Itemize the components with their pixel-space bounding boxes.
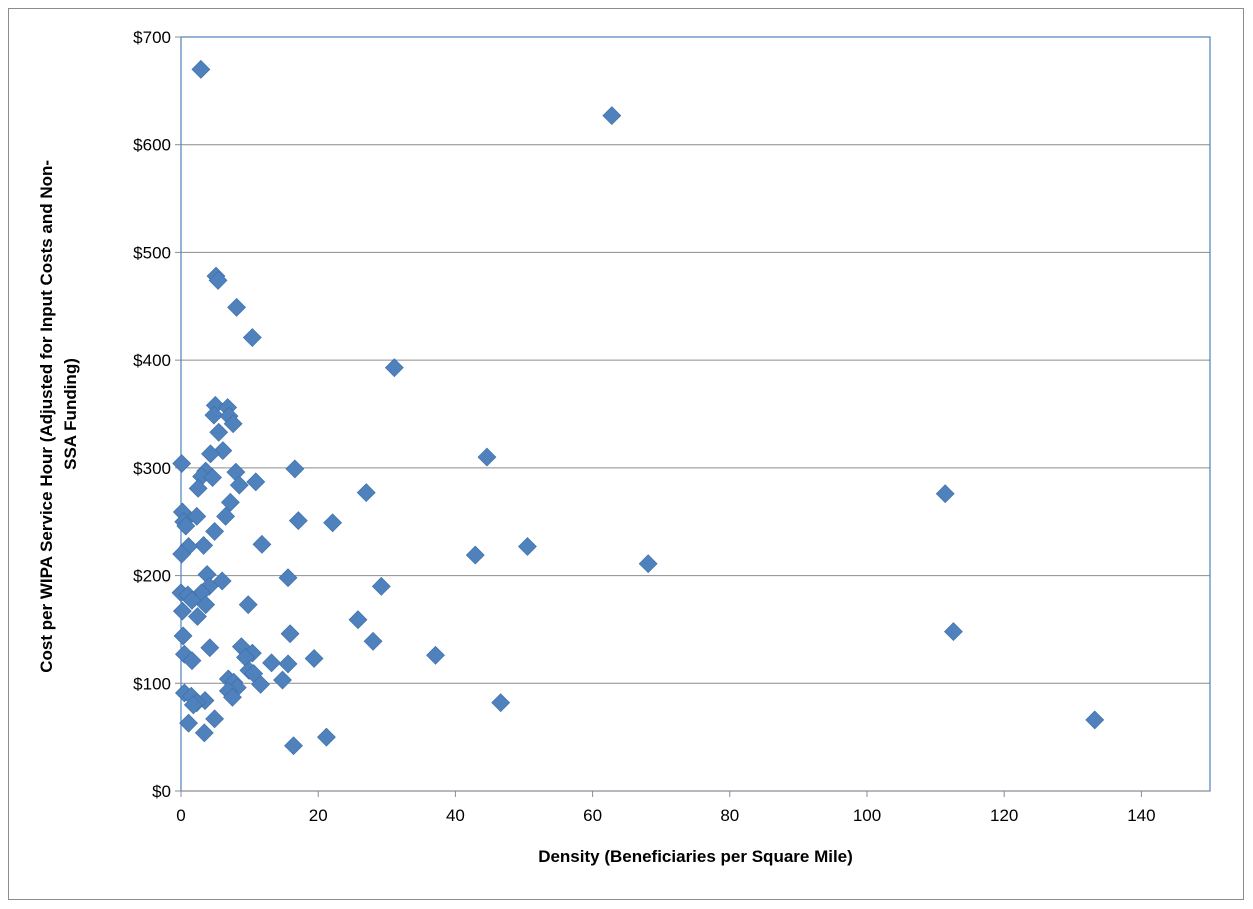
data-point [172,544,192,564]
data-point [223,414,243,434]
data-point [252,534,272,554]
data-point [348,610,368,630]
data-point [944,622,963,642]
data-point [203,468,222,487]
data-point [182,651,202,671]
data-point [371,576,391,596]
data-point [280,624,300,644]
data-point [317,727,336,747]
data-point [251,674,271,694]
chart-frame [8,8,1244,900]
data-point [183,695,203,715]
y-tick-label: $0 [152,782,171,801]
x-axis: 0 20 40 60 80 100 120 140 [176,790,1210,825]
data-point [227,297,246,317]
data-point [278,568,298,588]
x-tick-label: 100 [853,806,881,825]
data-point [208,271,228,290]
data-point [477,447,497,467]
gridlines [181,36,1210,792]
x-tick-label: 120 [990,806,1018,825]
y-axis-title-line-2: SSA Funding) [61,358,80,470]
data-point [223,687,242,707]
data-point [205,709,225,729]
x-tick-label: 40 [446,806,465,825]
data-point [172,601,192,621]
data-point [935,484,955,504]
data-point [216,506,236,526]
data-point [194,535,214,555]
data-point [518,537,537,556]
y-tick-label: $400 [133,351,171,370]
data-point [491,693,511,713]
data-point [176,516,196,536]
data-point [220,492,240,512]
data-point [363,631,383,651]
y-axis-title: Cost per WIPA Service Hour (Adjusted for… [37,155,80,673]
data-point [284,736,303,756]
data-point [188,607,207,626]
data-points [171,59,1105,756]
data-point [205,521,225,541]
plot-area [180,36,1211,792]
y-tick-label: $200 [133,567,171,586]
data-point [209,422,229,442]
data-point [1085,710,1105,730]
data-point [172,454,192,473]
data-point [179,713,198,733]
data-point [204,405,224,425]
data-point [173,626,193,646]
data-point [191,59,211,79]
data-point [262,653,281,673]
data-point [426,645,445,665]
x-tick-label: 80 [720,806,739,825]
data-point [246,472,266,492]
data-point [194,723,214,743]
data-point [238,595,258,615]
data-point [384,358,404,378]
y-tick-label: $700 [133,28,171,47]
data-point [288,511,308,531]
data-point [356,483,376,503]
data-point [602,106,622,126]
data-point [226,462,246,482]
x-tick-label: 20 [309,806,328,825]
x-tick-label: 140 [1127,806,1155,825]
data-point [304,649,324,668]
data-point [273,670,292,690]
data-point [188,478,208,498]
y-tick-label: $100 [133,674,171,693]
data-point [323,513,343,533]
data-point [242,328,262,347]
x-axis-title: Density (Beneficiaries per Square Mile) [538,847,853,866]
data-point [229,475,249,495]
data-point [196,595,216,615]
data-point [285,459,305,479]
data-point [278,654,298,674]
y-tick-label: $600 [133,136,171,155]
x-tick-label: 0 [176,806,185,825]
y-axis: $0 $100 $200 $300 $400 $500 $600 $700 [133,28,181,801]
data-point [201,444,220,464]
data-point [465,545,485,565]
data-point [200,638,220,658]
y-tick-label: $300 [133,459,171,478]
y-tick-label: $500 [133,243,171,262]
y-axis-title-line-1: Cost per WIPA Service Hour (Adjusted for… [37,160,56,673]
x-tick-label: 60 [583,806,602,825]
data-point [638,554,658,574]
